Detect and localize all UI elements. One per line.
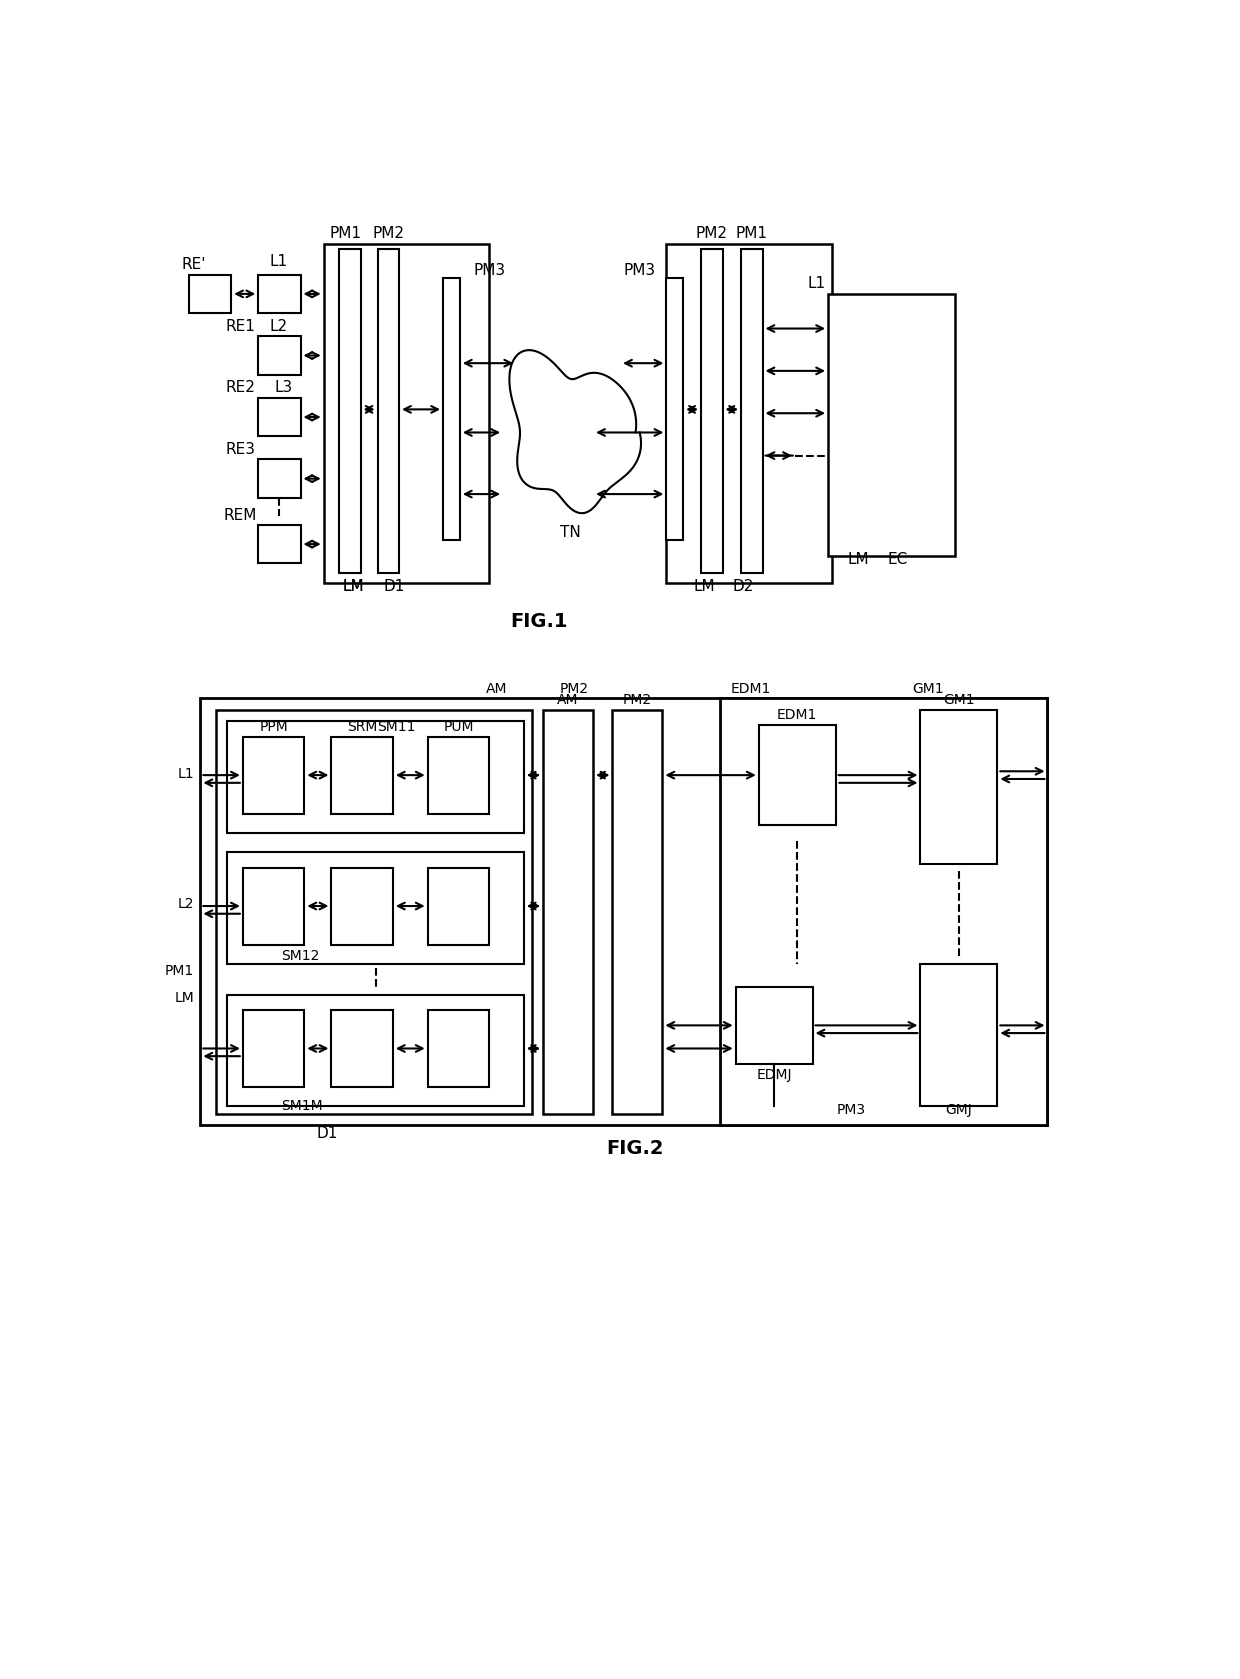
Bar [227,994,523,1106]
Bar [331,868,393,945]
Bar [742,248,763,573]
Text: PM1: PM1 [330,227,362,242]
Text: FIG.1: FIG.1 [511,611,568,631]
Bar [759,725,836,824]
Text: D2: D2 [733,579,754,594]
Bar [920,964,997,1106]
Bar [216,710,532,1113]
Text: EDM1: EDM1 [777,709,817,722]
Text: PUM: PUM [443,720,474,734]
Text: TN: TN [559,526,580,541]
Bar [701,248,723,573]
Text: L1: L1 [270,254,288,269]
Text: GM1: GM1 [913,682,944,695]
Bar [339,248,361,573]
Text: PM1: PM1 [165,964,195,979]
Bar [613,710,662,1113]
Bar [443,279,460,541]
Bar [258,398,300,437]
Bar [227,853,523,964]
Text: LM: LM [342,579,363,594]
Text: L3: L3 [274,381,293,395]
Text: AM: AM [486,682,507,695]
Text: RE': RE' [181,257,206,272]
Text: EDMJ: EDMJ [756,1068,792,1083]
Text: L2: L2 [270,319,288,334]
Bar [243,868,304,945]
Text: GMJ: GMJ [946,1103,972,1117]
Bar [258,336,300,374]
Bar [920,710,997,863]
Bar [324,243,490,583]
Text: PPM: PPM [259,720,288,734]
Bar [666,243,832,583]
Text: PM3: PM3 [624,264,656,279]
Bar [201,698,1048,1125]
Bar [428,737,490,814]
Bar [428,1011,490,1086]
Bar [735,987,812,1064]
Bar [258,275,300,312]
Text: FIG.2: FIG.2 [606,1138,665,1159]
Bar [258,460,300,499]
Bar [331,1011,393,1086]
Text: PM2: PM2 [559,682,589,695]
Text: LM: LM [694,579,715,594]
Text: EC: EC [887,552,908,568]
Text: AM: AM [557,693,579,707]
Text: RE3: RE3 [226,442,255,457]
Text: SM12: SM12 [281,949,320,964]
Text: LM: LM [848,552,869,568]
Bar [377,248,399,573]
Text: D1: D1 [316,1125,339,1140]
Text: SM11: SM11 [377,720,417,734]
Bar [543,710,593,1113]
Text: EDM1: EDM1 [730,682,771,695]
Text: GM1: GM1 [944,693,975,707]
Bar [188,275,231,312]
Text: LM: LM [175,991,195,1006]
Bar [428,868,490,945]
Text: SRM: SRM [347,720,377,734]
Text: PM2: PM2 [696,227,728,242]
Bar [258,526,300,564]
Text: REM: REM [223,509,257,524]
Text: PM3: PM3 [837,1103,866,1117]
Text: PM1: PM1 [735,227,768,242]
Text: L1: L1 [807,277,826,292]
Bar [666,279,683,541]
Text: L1: L1 [177,767,195,781]
Text: RE2: RE2 [226,381,255,395]
Bar [243,1011,304,1086]
Bar [227,722,523,833]
Text: PM2: PM2 [622,693,651,707]
Bar [331,737,393,814]
Bar [828,294,955,556]
Text: PM2: PM2 [372,227,404,242]
Bar [243,737,304,814]
Bar [720,698,1048,1125]
Text: PM3: PM3 [474,264,505,279]
Text: SM1M: SM1M [281,1100,322,1113]
Text: D1: D1 [384,579,405,594]
Text: RE1: RE1 [226,319,255,334]
Text: L2: L2 [177,898,195,912]
Text: LM: LM [342,579,363,594]
